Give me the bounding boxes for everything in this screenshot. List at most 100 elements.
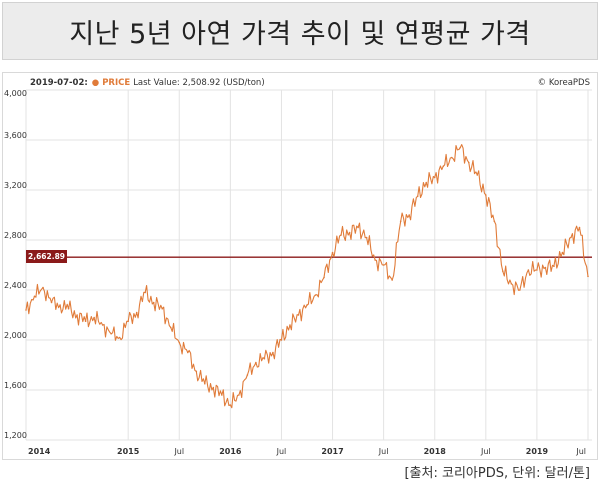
price-data-point	[263, 357, 266, 360]
price-data-point	[510, 282, 513, 285]
x-tick-label: Jul	[480, 447, 491, 456]
price-data-point	[255, 361, 257, 364]
price-data-point	[374, 259, 376, 261]
price-data-point	[578, 226, 581, 229]
price-data-point	[442, 165, 445, 168]
x-tick-label: 2015	[117, 447, 140, 456]
price-data-point	[425, 181, 428, 184]
chart-panel	[2, 72, 598, 460]
price-data-point	[84, 320, 87, 323]
y-tick-label: 3,200	[4, 181, 27, 190]
series-dot-icon: ●	[91, 78, 100, 88]
y-tick-label: 1,600	[4, 381, 27, 390]
price-data-point	[229, 404, 232, 406]
price-data-point	[306, 304, 308, 306]
price-data-point	[59, 304, 61, 306]
price-data-point	[178, 341, 181, 344]
price-data-point	[238, 394, 240, 396]
brand-label: © KoreaPDS	[537, 78, 590, 88]
last-value-text: Last Value: 2,508.92 (USD/ton)	[133, 78, 265, 88]
price-data-point	[110, 332, 112, 335]
price-data-point	[272, 351, 274, 354]
price-data-point	[493, 220, 496, 223]
source-note: [출처: 코리아PDS, 단위: 달러/톤]	[404, 466, 590, 481]
x-tick-label: 2019	[526, 447, 549, 456]
price-data-point	[476, 174, 479, 176]
price-data-point	[246, 374, 249, 376]
price-data-point	[570, 236, 572, 239]
series-label: PRICE	[102, 78, 131, 88]
price-data-point	[314, 294, 317, 296]
price-data-point	[382, 264, 385, 266]
price-data-point	[127, 320, 129, 323]
price-data-point	[76, 314, 78, 316]
price-data-point	[33, 295, 36, 298]
header-date: 2019-07-02:	[30, 78, 88, 88]
y-tick-label: 2,800	[4, 231, 27, 240]
price-data-point	[161, 307, 164, 310]
average-reference-label: 2,662.89	[26, 250, 68, 264]
price-data-point	[42, 286, 44, 289]
page-title: 지난 5년 아연 가격 추이 및 연평균 가격	[2, 2, 598, 60]
price-data-point	[399, 220, 402, 223]
price-data-point	[553, 265, 555, 268]
price-data-point	[331, 251, 334, 254]
price-data-point	[408, 214, 410, 216]
x-tick-label: Jul	[276, 447, 287, 456]
x-tick-label: Jul	[378, 447, 389, 456]
y-tick-label: 4,000	[4, 89, 27, 98]
grid	[25, 89, 592, 441]
price-data-point	[561, 251, 564, 254]
price-data-point	[212, 386, 215, 389]
price-data-point	[280, 339, 283, 341]
price-data-point	[450, 156, 453, 159]
price-data-point	[152, 301, 155, 304]
price-data-point	[323, 276, 325, 279]
price-data-point	[485, 194, 487, 196]
price-data-point	[357, 226, 359, 229]
price-data-point	[50, 301, 53, 304]
price-data-point	[135, 311, 138, 314]
price-data-point	[391, 279, 393, 281]
price-data-point	[544, 266, 547, 269]
price-series-line	[25, 144, 589, 409]
x-axis: 2014 2015 Jul 2016 Jul 2017 Jul 2018 Jul 2019 Jul	[28, 447, 586, 456]
y-tick-label: 2,400	[4, 281, 27, 290]
price-data-point	[221, 394, 223, 396]
price-data-point	[340, 234, 342, 236]
price-data-point	[519, 289, 521, 291]
y-tick-label: 1,200	[4, 431, 27, 440]
price-data-point	[144, 291, 147, 294]
price-data-point	[169, 326, 172, 329]
y-axis: 4,000 3,600 3,200 2,800 2,400 2,000 1,600 1,200	[4, 89, 27, 440]
price-data-point	[67, 307, 70, 310]
price-data-point	[459, 146, 462, 149]
price-data-point	[502, 270, 504, 273]
price-data-point	[297, 314, 300, 316]
price-data-point	[416, 195, 419, 198]
y-tick-label: 3,600	[4, 131, 27, 140]
x-tick-label: Jul	[575, 447, 586, 456]
price-data-point	[195, 370, 198, 373]
price-data-point	[186, 351, 189, 354]
price-data-point	[587, 275, 589, 278]
x-tick-label: 2016	[219, 447, 242, 456]
price-data-point	[433, 176, 436, 179]
price-data-point	[289, 324, 291, 326]
price-data-point	[527, 269, 530, 271]
price-data-point	[93, 316, 95, 319]
price-data-point	[101, 324, 104, 326]
x-tick-label: Jul	[173, 447, 184, 456]
price-data-point	[25, 309, 27, 311]
price-data-point	[536, 269, 538, 271]
price-data-point	[118, 336, 121, 339]
price-data-point	[204, 382, 206, 385]
x-tick-label: 2017	[321, 447, 343, 456]
price-data-point	[467, 161, 470, 164]
chart-header: 2019-07-02: ● PRICE Last Value: 2,508.92 (U…	[30, 78, 265, 88]
price-data-point	[365, 236, 368, 239]
x-tick-label: 2014	[28, 447, 51, 456]
y-tick-label: 2,000	[4, 331, 27, 340]
x-tick-label: 2018	[424, 447, 447, 456]
